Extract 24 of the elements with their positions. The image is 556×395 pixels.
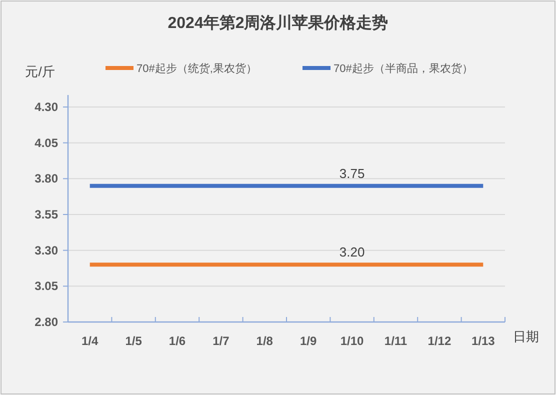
- x-tick-label: 1/10: [340, 334, 364, 348]
- y-tick-label: 4.30: [34, 100, 58, 114]
- x-axis-title: 日期: [513, 329, 539, 344]
- y-tick-label: 2.80: [34, 315, 58, 329]
- y-axis-title: 元/斤: [25, 64, 55, 79]
- x-tick-label: 1/5: [125, 334, 142, 348]
- y-tick-label: 3.30: [34, 243, 58, 258]
- chart-title: 2024年第2周洛川苹果价格走势: [168, 14, 388, 32]
- y-tick-label: 3.80: [34, 172, 58, 186]
- x-tick-label: 1/8: [256, 334, 274, 348]
- legend-label: 70#起步（统货,果农货）: [136, 62, 257, 75]
- x-tick-label: 1/11: [384, 334, 408, 348]
- data-label: 3.20: [339, 244, 365, 260]
- x-tick-label: 1/4: [82, 334, 99, 348]
- y-tick-label: 4.05: [34, 136, 58, 150]
- legend-label: 70#起步（半商品，果农货）: [334, 62, 473, 75]
- x-tick-label: 1/7: [212, 334, 230, 348]
- data-label: 3.75: [339, 166, 365, 181]
- x-tick-label: 1/6: [168, 334, 186, 348]
- y-tick-label: 3.05: [34, 279, 58, 294]
- x-tick-label: 1/13: [471, 334, 496, 348]
- y-tick-label: 3.55: [34, 208, 58, 222]
- x-tick-label: 1/9: [300, 334, 318, 348]
- x-tick-label: 1/12: [428, 334, 452, 348]
